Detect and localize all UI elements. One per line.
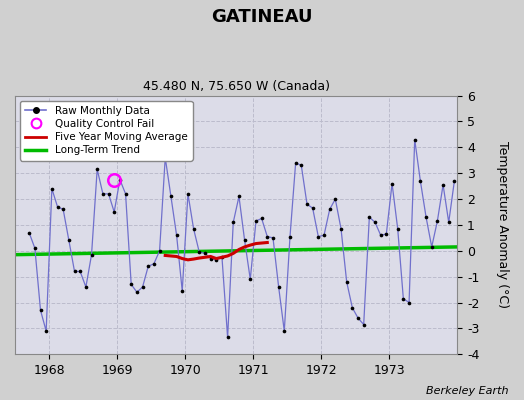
Point (189, 226, 198, 232)
Point (246, 276, 255, 282)
Point (48, 186, 56, 192)
Title: 45.480 N, 75.650 W (Canada): 45.480 N, 75.650 W (Canada) (143, 80, 330, 93)
Y-axis label: Temperature Anomaly (°C): Temperature Anomaly (°C) (496, 142, 509, 308)
Text: GATINEAU: GATINEAU (211, 8, 313, 26)
Point (377, 232, 385, 238)
Point (156, 248, 164, 254)
Point (371, 219, 379, 226)
Point (70, 268, 79, 275)
Point (428, 244, 436, 250)
Point (433, 218, 442, 224)
Legend: Raw Monthly Data, Quality Control Fail, Five Year Moving Average, Long-Term Tren: Raw Monthly Data, Quality Control Fail, … (20, 101, 192, 160)
Point (439, 182, 447, 188)
Point (161, 154, 169, 161)
Point (172, 232, 181, 238)
Point (88, 252, 96, 258)
Point (410, 136, 419, 143)
Point (297, 162, 305, 169)
Point (275, 284, 283, 290)
Point (394, 226, 402, 232)
Point (25, 230, 34, 236)
Point (184, 191, 192, 197)
Point (320, 232, 328, 238)
Point (82, 284, 90, 290)
Point (359, 321, 368, 328)
Point (444, 219, 453, 226)
Point (388, 180, 396, 187)
Point (405, 299, 413, 306)
Point (150, 260, 158, 267)
Point (201, 250, 209, 256)
Point (229, 219, 237, 226)
Point (64, 237, 73, 244)
Point (241, 237, 249, 244)
Point (252, 218, 260, 224)
Point (348, 304, 356, 311)
Point (331, 196, 340, 202)
Point (138, 284, 147, 290)
Point (122, 191, 130, 197)
Point (195, 249, 203, 255)
Point (99, 191, 107, 197)
Point (104, 191, 113, 197)
Point (212, 257, 221, 263)
Point (116, 176, 124, 183)
Point (314, 233, 322, 240)
Point (127, 281, 135, 288)
Point (206, 255, 215, 262)
Point (365, 214, 374, 220)
Text: Berkeley Earth: Berkeley Earth (426, 386, 508, 396)
Point (337, 226, 345, 232)
Point (382, 231, 390, 237)
Point (110, 209, 118, 215)
Point (263, 233, 271, 240)
Point (235, 193, 243, 200)
Point (218, 254, 226, 260)
Point (399, 296, 408, 302)
Point (178, 288, 187, 294)
Point (93, 166, 101, 172)
Point (223, 334, 232, 341)
Point (42, 328, 50, 334)
Point (422, 214, 430, 220)
Point (303, 201, 311, 208)
Point (280, 328, 289, 334)
Point (76, 268, 84, 275)
Point (269, 235, 277, 241)
Point (167, 193, 175, 200)
Point (416, 178, 424, 184)
Point (36, 307, 45, 314)
Point (286, 233, 294, 240)
Point (343, 279, 351, 285)
Point (53, 204, 62, 210)
Point (59, 206, 68, 212)
Point (31, 245, 39, 252)
Point (133, 289, 141, 295)
Point (325, 206, 334, 212)
Point (450, 178, 458, 184)
Point (354, 315, 362, 321)
Point (309, 205, 317, 211)
Point (291, 160, 300, 166)
Point (257, 215, 266, 222)
Point (144, 263, 152, 270)
